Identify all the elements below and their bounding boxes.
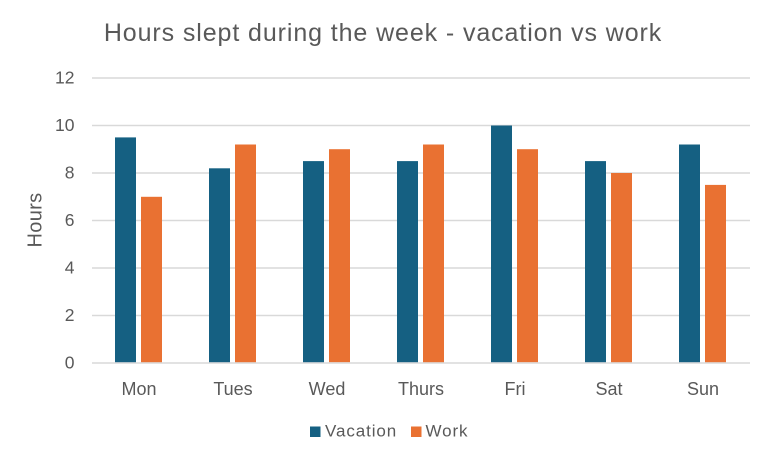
svg-text:12: 12	[55, 68, 74, 88]
svg-text:Sat: Sat	[595, 379, 622, 399]
svg-text:Hours slept during the week -: Hours slept during the week - vacation v…	[104, 19, 662, 47]
svg-text:Wed: Wed	[309, 379, 346, 399]
svg-text:6: 6	[65, 210, 75, 230]
svg-text:Fri: Fri	[505, 379, 526, 399]
svg-text:4: 4	[65, 258, 75, 278]
svg-text:8: 8	[65, 163, 75, 183]
svg-text:Sun: Sun	[687, 379, 719, 399]
svg-text:Hours: Hours	[25, 193, 47, 248]
svg-text:0: 0	[65, 353, 75, 373]
svg-text:Thurs: Thurs	[398, 379, 444, 399]
svg-text:Work: Work	[426, 422, 469, 441]
svg-text:10: 10	[55, 115, 75, 135]
svg-text:Vacation: Vacation	[325, 422, 397, 441]
svg-text:Mon: Mon	[121, 379, 156, 399]
svg-text:2: 2	[65, 305, 75, 325]
svg-text:Tues: Tues	[213, 379, 252, 399]
